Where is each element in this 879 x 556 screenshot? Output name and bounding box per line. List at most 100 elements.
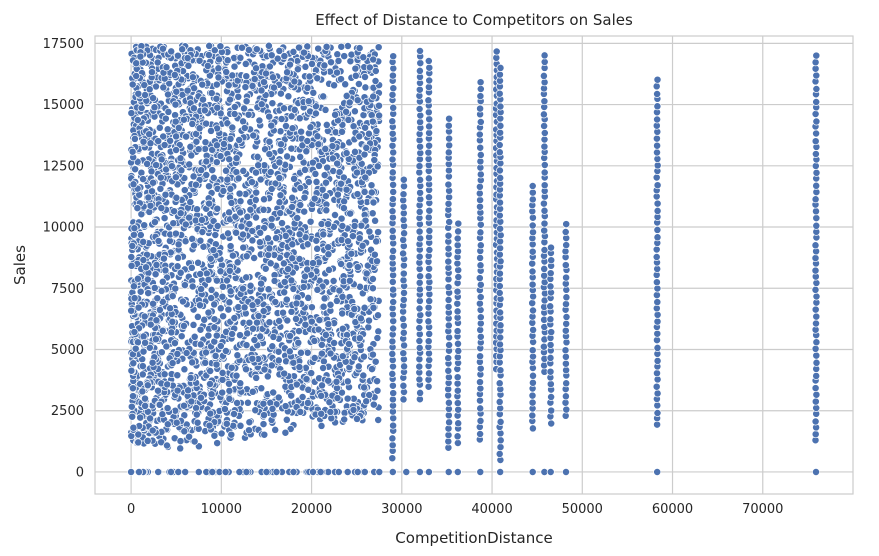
data-point <box>179 115 188 124</box>
data-point <box>301 272 309 281</box>
data-point <box>342 107 351 116</box>
data-point <box>286 60 294 69</box>
data-point <box>653 102 662 111</box>
data-point <box>476 325 485 334</box>
data-point <box>174 240 183 249</box>
data-point <box>136 413 145 422</box>
data-point <box>289 47 298 56</box>
data-point <box>233 351 242 360</box>
data-point <box>228 251 237 260</box>
data-point <box>365 63 374 72</box>
data-point <box>281 402 290 411</box>
data-point <box>265 62 274 71</box>
data-point <box>167 468 175 476</box>
data-point <box>222 419 231 428</box>
data-point <box>224 81 233 90</box>
data-point <box>173 262 182 271</box>
data-point <box>284 92 293 101</box>
data-point <box>653 75 662 84</box>
data-point <box>476 143 485 152</box>
data-point <box>163 125 172 134</box>
data-point <box>155 400 164 409</box>
data-point <box>166 136 175 145</box>
data-point <box>230 410 238 418</box>
data-point <box>343 468 352 476</box>
data-point <box>495 141 504 149</box>
data-point <box>177 166 186 175</box>
data-point <box>315 316 324 325</box>
data-point <box>399 249 408 258</box>
data-point <box>388 277 397 286</box>
data-point <box>399 276 408 285</box>
data-point <box>321 192 330 201</box>
data-point <box>216 109 225 118</box>
data-point <box>162 342 171 351</box>
data-point <box>267 51 276 60</box>
data-point <box>540 142 549 151</box>
data-point <box>200 315 209 324</box>
data-point <box>159 44 167 53</box>
data-point <box>528 221 537 230</box>
data-point <box>221 468 230 476</box>
data-point <box>496 333 505 342</box>
data-point <box>350 305 359 313</box>
data-point <box>297 127 306 136</box>
data-point <box>812 129 821 138</box>
data-point <box>168 292 177 301</box>
data-point <box>156 173 165 182</box>
data-point <box>361 173 370 182</box>
data-point <box>811 195 820 204</box>
data-point <box>274 393 283 402</box>
data-point <box>233 258 242 267</box>
data-point <box>370 250 379 259</box>
data-point <box>399 314 408 323</box>
data-point <box>208 166 217 175</box>
data-point <box>400 362 409 371</box>
data-point <box>368 117 377 126</box>
data-point <box>540 122 549 130</box>
data-point <box>182 132 191 141</box>
data-point <box>444 257 453 266</box>
data-point <box>275 158 284 167</box>
data-point <box>312 177 321 186</box>
data-point <box>388 253 397 262</box>
data-point <box>223 175 232 184</box>
data-point <box>313 285 322 294</box>
data-point <box>330 81 339 90</box>
data-point <box>227 430 236 439</box>
data-point <box>185 432 194 441</box>
y-axis-label: Sales <box>11 245 29 285</box>
data-point <box>209 173 218 182</box>
data-point <box>128 384 137 393</box>
data-point <box>192 410 201 419</box>
data-point <box>496 63 505 72</box>
data-point <box>416 272 425 281</box>
data-point <box>304 97 313 106</box>
data-point <box>400 341 409 350</box>
data-point <box>313 244 322 253</box>
data-point <box>362 269 371 278</box>
data-point <box>180 427 189 436</box>
data-point <box>326 349 335 358</box>
data-point <box>325 265 333 274</box>
data-point <box>388 233 397 242</box>
data-point <box>528 468 537 476</box>
data-point <box>812 292 821 301</box>
data-point <box>151 335 160 344</box>
data-point <box>236 208 245 217</box>
data-point <box>369 303 378 312</box>
data-point <box>348 232 357 241</box>
data-point <box>453 373 462 382</box>
data-point <box>245 318 254 327</box>
data-point <box>415 285 424 294</box>
data-point <box>267 121 276 130</box>
data-point <box>453 307 462 316</box>
data-point <box>277 140 285 149</box>
data-point <box>357 221 366 230</box>
data-point <box>362 143 371 152</box>
data-point <box>547 406 556 415</box>
data-point <box>196 325 205 334</box>
data-point <box>367 181 376 190</box>
data-point <box>173 371 182 380</box>
data-point <box>812 85 821 93</box>
